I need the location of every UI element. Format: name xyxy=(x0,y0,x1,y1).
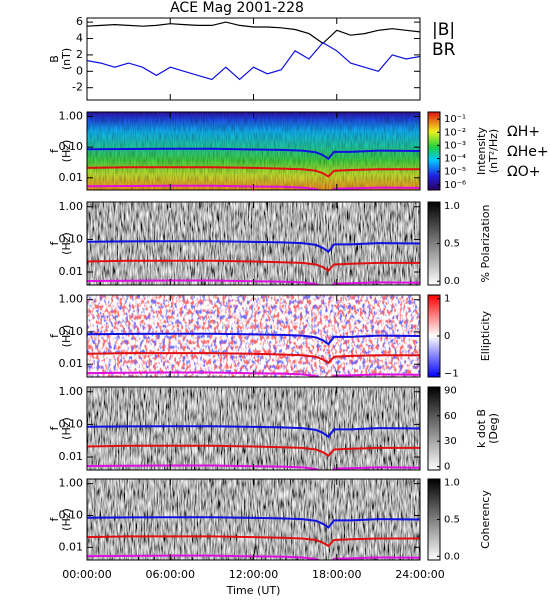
colorbar-label: (Deg) xyxy=(487,413,500,444)
y-tick-label: 0.10 xyxy=(59,325,84,338)
colorbar-tick-label: 0 xyxy=(444,331,450,342)
x-tick-label: 12:00:00 xyxy=(229,568,278,581)
y-tick-label: -2 xyxy=(72,81,83,94)
y-tick-label: 0.01 xyxy=(59,357,84,370)
line xyxy=(87,554,420,560)
colorbar-tick-label: 10⁻¹ xyxy=(444,114,466,125)
colorbar-tick-label: 1.0 xyxy=(444,478,460,489)
y-axis-label: (Hz) xyxy=(60,417,73,440)
y-axis-label: (Hz) xyxy=(60,232,73,255)
colorbar-tick-label: 10⁻⁶ xyxy=(444,180,466,191)
y-tick-label: 4 xyxy=(76,32,83,45)
x-axis-label: Time (UT) xyxy=(226,584,281,597)
line xyxy=(87,147,420,161)
y-tick-label: 1.00 xyxy=(59,385,84,398)
colorbar-tick-label: 0.5 xyxy=(444,239,460,250)
line xyxy=(87,184,420,190)
line xyxy=(87,371,420,377)
plot-frame xyxy=(86,17,421,101)
legend-entry: |B| xyxy=(432,20,455,40)
y-axis-label: B xyxy=(48,55,61,63)
y-tick-label: 0.10 xyxy=(59,508,84,521)
line xyxy=(87,21,420,45)
y-tick-label: 0.10 xyxy=(59,417,84,430)
y-tick-label: 0.10 xyxy=(59,232,84,245)
line xyxy=(87,535,420,548)
y-tick-label: 1.00 xyxy=(59,477,84,490)
colorbar-tick-label: 10⁻⁴ xyxy=(444,154,466,165)
y-axis-label: (Hz) xyxy=(60,140,73,163)
y-tick-label: 1.00 xyxy=(59,200,84,213)
line xyxy=(87,240,420,254)
plot-area xyxy=(87,202,420,285)
y-tick-label: 2 xyxy=(76,48,83,61)
y-axis-label: f xyxy=(48,425,61,430)
colorbar-tick-label: 30 xyxy=(444,436,457,447)
colorbar-label: Intensity xyxy=(475,127,488,175)
y-tick-label: 0.01 xyxy=(59,265,84,278)
line xyxy=(87,464,420,470)
colorbar-label: (nT²/Hz) xyxy=(487,129,500,173)
colorbar-label: k dot B xyxy=(475,409,488,448)
colorbar-tick-label: −1 xyxy=(444,368,459,379)
y-tick-label: 1.00 xyxy=(59,293,84,306)
colorbar-label: Coherency xyxy=(479,490,492,549)
y-axis-label: f xyxy=(48,148,61,153)
y-axis-label: (nT) xyxy=(60,48,73,70)
colorbar-tick-label: 60 xyxy=(444,411,457,422)
plot-area xyxy=(87,295,420,377)
x-tick-label: 24:00:00 xyxy=(395,568,444,581)
colorbar-tick-label: 0 xyxy=(444,462,450,473)
x-tick-label: 06:00:00 xyxy=(146,568,195,581)
plot-area xyxy=(87,112,420,190)
y-tick-label: 0.01 xyxy=(59,171,84,184)
y-tick-label: 0.10 xyxy=(59,140,84,153)
y-axis-label: f xyxy=(48,333,61,338)
colorbar xyxy=(427,386,441,471)
line xyxy=(87,41,420,81)
y-tick-label: 0.01 xyxy=(59,540,84,553)
plot-area xyxy=(87,387,420,470)
chart-title: ACE Mag 2001-228 xyxy=(170,0,304,16)
colorbar-tick-label: 0.0 xyxy=(444,276,460,287)
y-axis-label: (Hz) xyxy=(60,325,73,348)
y-axis-label: f xyxy=(48,516,61,521)
colorbar-tick-label: 10⁻² xyxy=(444,127,466,138)
colorbar-label: % Polarization xyxy=(479,205,492,283)
plot-area xyxy=(87,479,420,560)
line xyxy=(87,352,420,365)
colorbar-tick-label: 1.0 xyxy=(444,201,460,212)
legend-entry: ΩHe+ xyxy=(507,144,549,160)
line xyxy=(87,166,420,178)
y-tick-label: 0.01 xyxy=(59,450,84,463)
colorbar-tick-label: 0.0 xyxy=(444,551,460,562)
legend-entry: ΩO+ xyxy=(507,164,540,180)
legend-entry: ΩH+ xyxy=(507,124,540,140)
line xyxy=(87,516,420,529)
line xyxy=(87,259,420,272)
y-axis-label: f xyxy=(48,240,61,245)
colorbar-tick-label: 0.5 xyxy=(444,515,460,526)
x-tick-label: 18:00:00 xyxy=(312,568,361,581)
line xyxy=(87,279,420,285)
colorbar-label: Ellipticity xyxy=(479,310,492,361)
y-axis-label: (Hz) xyxy=(60,508,73,531)
y-tick-label: 6 xyxy=(76,15,83,28)
line xyxy=(87,332,420,346)
y-tick-label: 0 xyxy=(76,64,83,77)
legend-entry: BR xyxy=(432,40,456,60)
colorbar-tick-label: 1 xyxy=(444,294,450,305)
colorbar xyxy=(427,111,441,191)
y-tick-label: 1.00 xyxy=(59,109,84,122)
colorbar-tick-label: 10⁻³ xyxy=(444,140,466,151)
colorbar-tick-label: 10⁻⁵ xyxy=(444,167,466,178)
line xyxy=(87,425,420,439)
colorbar-tick-label: 90 xyxy=(444,385,457,396)
x-tick-label: 00:00:00 xyxy=(62,568,111,581)
plot-area xyxy=(87,21,420,81)
line xyxy=(87,444,420,457)
